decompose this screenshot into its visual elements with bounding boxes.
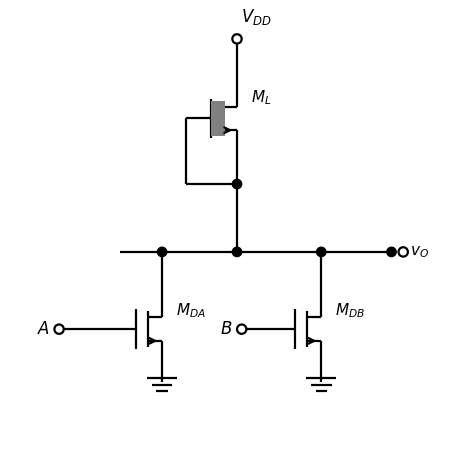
Text: $V_{DD}$: $V_{DD}$ <box>241 7 272 27</box>
Text: $M_L$: $M_L$ <box>251 88 272 107</box>
Text: $B$: $B$ <box>220 320 232 338</box>
Circle shape <box>157 247 167 257</box>
Text: $A$: $A$ <box>36 320 50 338</box>
Bar <box>211 101 225 136</box>
Circle shape <box>317 247 326 257</box>
Text: $M_{DB}$: $M_{DB}$ <box>335 301 365 320</box>
Circle shape <box>232 179 242 189</box>
Circle shape <box>232 247 242 257</box>
Text: $M_{DA}$: $M_{DA}$ <box>176 301 206 320</box>
Circle shape <box>387 247 396 257</box>
Text: $v_O$: $v_O$ <box>410 244 429 260</box>
